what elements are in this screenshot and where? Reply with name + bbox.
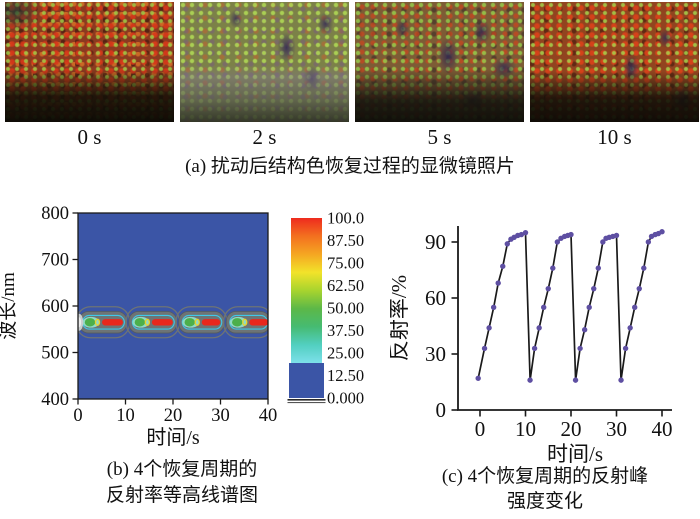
caption-panel-a: (a) 扰动后结构色恢复过程的显微镜照片	[185, 156, 515, 177]
micrograph-image-0s	[5, 2, 174, 122]
data-point	[572, 377, 579, 383]
x-tick-label: 0	[73, 406, 82, 426]
micrograph-image-2s	[180, 2, 349, 122]
data-point	[595, 265, 601, 271]
colorbar-tick-label: 75.00	[327, 254, 364, 273]
x-tick-label: 20	[561, 417, 582, 441]
caption-panel-b-line2: 反射率等高线谱图	[105, 485, 258, 506]
micrograph-panel-2s: 2 s	[180, 2, 349, 149]
data-point	[641, 265, 647, 271]
micrograph-time-label-2s: 2 s	[252, 125, 277, 149]
y-tick-label: 700	[41, 251, 69, 271]
data-point	[632, 304, 638, 311]
caption-panel-b: (b) 4个恢复周期的 反射率等高线谱图	[22, 457, 342, 509]
x-tick-label: 20	[164, 406, 183, 426]
data-point	[527, 377, 533, 383]
data-point	[536, 325, 542, 331]
y-tick-label: 600	[41, 297, 69, 317]
x-tick-label: 0	[475, 417, 486, 441]
data-point	[568, 231, 574, 238]
peak-red-bar	[151, 319, 173, 326]
micrograph-panel-5s: 5 s	[355, 2, 524, 149]
data-point	[577, 345, 583, 352]
data-point	[486, 325, 492, 331]
colorbar-tick-label: 87.50	[327, 231, 364, 250]
colorbar-tick-label: 0.000	[327, 389, 364, 408]
data-point	[522, 229, 529, 236]
data-point	[500, 263, 506, 269]
y-tick-label: 800	[41, 204, 69, 224]
data-point	[591, 285, 597, 292]
micrograph-time-label-10s: 10 s	[597, 125, 632, 149]
data-point	[659, 229, 665, 235]
data-point	[613, 232, 620, 239]
x-tick-label: 10	[116, 406, 135, 426]
colorbar-tick-label: 12.50	[327, 366, 364, 385]
peak-red-bar	[102, 319, 123, 326]
y-tick-label: 500	[41, 344, 69, 364]
colorbar-tick-label: 62.50	[327, 276, 364, 295]
micrograph-time-label-0s: 0 s	[77, 125, 102, 149]
data-point	[495, 280, 501, 286]
colorbar-tick-label: 37.50	[327, 321, 364, 340]
y-tick-label: 90	[425, 230, 446, 254]
line-yaxis-label: 反射率/%	[390, 275, 411, 361]
x-tick-label: 40	[259, 406, 278, 426]
data-point	[622, 345, 629, 352]
x-tick-label: 40	[652, 417, 673, 441]
contour-xaxis-label: 时间/s	[146, 426, 200, 449]
data-point	[586, 304, 592, 311]
contour-axes: 0 10 20 30 40 400 500 600 700 800	[41, 204, 277, 426]
data-point	[554, 239, 561, 245]
micrograph-panel-0s: 0 s	[5, 2, 174, 149]
data-point	[504, 241, 510, 247]
data-point	[645, 239, 652, 245]
micrograph-image-10s	[530, 2, 699, 122]
data-point	[541, 304, 547, 311]
colorbar-tick-label: 25.00	[327, 344, 364, 363]
peak-red-bar	[249, 319, 268, 326]
micrograph-time-label-5s: 5 s	[427, 125, 452, 149]
data-point	[475, 375, 481, 381]
x-tick-label: 30	[606, 417, 627, 441]
caption-panel-c-line2: 强度变化	[506, 491, 583, 512]
data-point	[636, 285, 642, 292]
colorbar: 100.0 87.50 75.00 62.50 50.00 37.50 25.00 12.50…	[287, 209, 364, 408]
data-point	[600, 239, 606, 245]
y-tick-label: 0	[436, 398, 447, 422]
line-plot-ticks: 0 10 20 30 40 0 30 60 90	[425, 230, 673, 441]
data-point	[627, 325, 633, 331]
contour-plot: 0 10 20 30 40 400 500 600 700 800 时间/s 波长/nm 100.0 87…	[0, 204, 364, 449]
caption-panel-c: (c) 4个恢复周期的反射峰 强度变化	[390, 464, 700, 514]
y-tick-label: 30	[425, 342, 446, 366]
line-xaxis-label: 时间/s	[547, 442, 603, 466]
data-point	[490, 304, 497, 311]
data-point	[550, 265, 556, 271]
micrograph-image-5s	[355, 2, 524, 122]
contour-yaxis-label: 波长/nm	[0, 272, 19, 340]
line-plot-axes	[457, 226, 672, 411]
peak-red-bar	[201, 319, 221, 326]
data-point	[518, 231, 525, 238]
x-tick-label: 10	[515, 417, 536, 441]
colorbar-tick-label: 50.00	[327, 299, 364, 318]
data-point	[545, 285, 551, 292]
line-plot: 0 10 20 30 40 0 30 60 90 时间/s 反射率/%	[390, 226, 673, 466]
micrograph-strip: 0 s 2 s 5 s 10 s	[5, 2, 699, 149]
caption-panel-c-line1: (c) 4个恢复周期的反射峰	[441, 466, 649, 487]
caption-panel-b-line1: (b) 4个恢复周期的	[106, 459, 258, 480]
data-point	[581, 327, 588, 333]
micrograph-panel-10s: 10 s	[530, 2, 699, 149]
contour-plot-background	[78, 213, 268, 399]
y-tick-label: 400	[41, 390, 69, 410]
data-point	[618, 377, 624, 383]
data-point	[481, 345, 488, 352]
data-point	[531, 345, 538, 352]
x-tick-label: 30	[211, 406, 230, 426]
colorbar-tick-label: 100.0	[327, 209, 364, 228]
contour-band	[78, 306, 268, 339]
y-tick-label: 60	[425, 286, 446, 310]
reflectance-series-markers	[475, 229, 665, 383]
